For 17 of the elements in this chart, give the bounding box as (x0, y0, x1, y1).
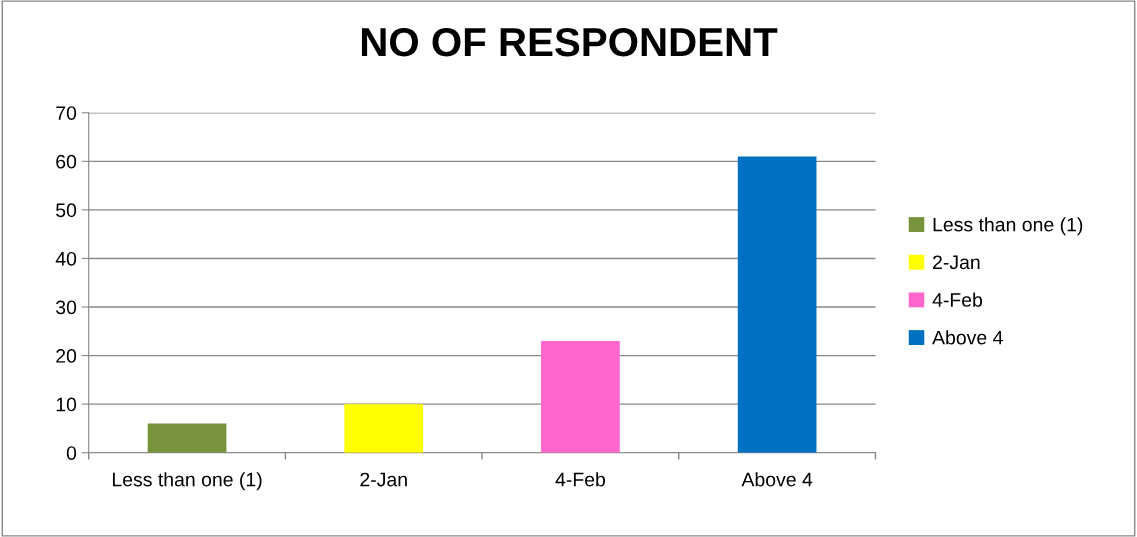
y-tick-label: 40 (55, 251, 77, 266)
y-tick-label: 20 (56, 349, 77, 363)
y-tick-label: 60 (56, 154, 77, 169)
y-tick-label: 10 (56, 397, 77, 412)
legend-label: 2-Jan (933, 255, 980, 270)
chart-title: NO OF RESPONDENT (361, 27, 778, 57)
x-tick-label: 4-Feb (555, 472, 606, 487)
legend-label: 4-Feb (932, 292, 983, 307)
y-tick-label: 0 (66, 446, 77, 460)
x-tick-label: Less than one (1) (112, 472, 262, 491)
x-tick-label: Above 4 (741, 472, 813, 487)
legend-label: Less than one (1) (933, 217, 1083, 236)
y-tick-label: 70 (56, 106, 77, 121)
y-tick-label: 30 (56, 300, 77, 315)
legend-label: Above 4 (932, 330, 1003, 345)
x-tick-label: 2-Jan (360, 472, 407, 487)
y-tick-label: 50 (56, 203, 77, 218)
